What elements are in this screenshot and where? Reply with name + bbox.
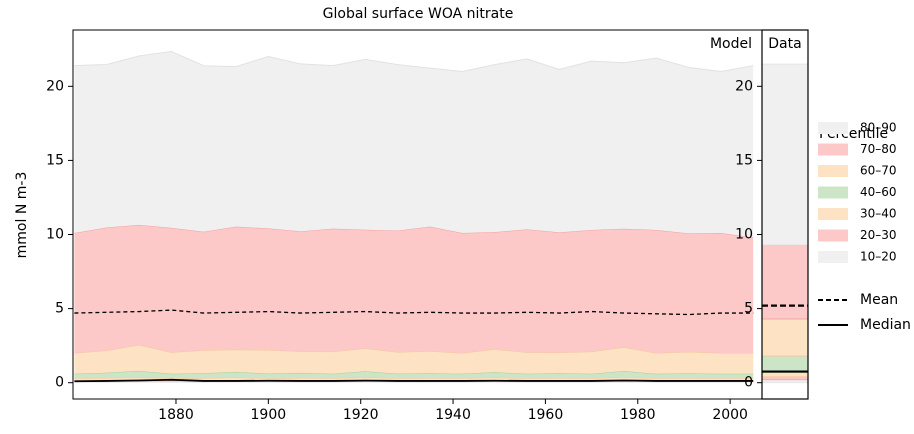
y-tick-label: 20 bbox=[46, 78, 64, 94]
y-tick-label: 5 bbox=[744, 301, 753, 317]
y-tick-label: 5 bbox=[55, 301, 64, 317]
legend-label: 10–20 bbox=[860, 250, 897, 264]
y-tick-label: 20 bbox=[735, 78, 753, 94]
data-band bbox=[762, 372, 808, 376]
y-axis-label: mmol N m-3 bbox=[14, 172, 30, 259]
legend-label: 70–80 bbox=[860, 142, 897, 156]
legend-label: 20–30 bbox=[860, 228, 897, 242]
x-tick-label: 1940 bbox=[435, 407, 471, 423]
y-tick-label: 10 bbox=[46, 227, 64, 243]
data-band bbox=[762, 356, 808, 372]
data-band bbox=[762, 245, 808, 319]
legend-swatch bbox=[818, 144, 848, 156]
x-tick-label: 1920 bbox=[343, 407, 379, 423]
x-tick-label: 1880 bbox=[158, 407, 194, 423]
data-band bbox=[762, 64, 808, 245]
y-tick-label: 0 bbox=[744, 375, 753, 391]
y-tick-label: 15 bbox=[735, 152, 753, 168]
legend-swatch bbox=[818, 251, 848, 263]
x-tick-label: 1980 bbox=[620, 407, 656, 423]
panel-label: Data bbox=[768, 36, 801, 52]
legend-swatch bbox=[818, 187, 848, 199]
legend-swatch bbox=[818, 122, 848, 134]
legend-swatch bbox=[818, 208, 848, 220]
legend-swatch bbox=[818, 230, 848, 242]
legend-swatch bbox=[818, 165, 848, 177]
legend-label: 30–40 bbox=[860, 207, 897, 221]
band-area bbox=[74, 225, 753, 353]
x-tick-label: 1900 bbox=[251, 407, 287, 423]
legend-label: 60–70 bbox=[860, 164, 897, 178]
data-band bbox=[762, 319, 808, 356]
x-tick-label: 1960 bbox=[528, 407, 564, 423]
data-band bbox=[762, 380, 808, 383]
chart-title: Global surface WOA nitrate bbox=[323, 6, 514, 22]
panel-label: Model bbox=[710, 36, 752, 52]
y-tick-label: 15 bbox=[46, 152, 64, 168]
y-tick-label: 0 bbox=[55, 375, 64, 391]
data-band bbox=[762, 377, 808, 380]
x-tick-label: 2000 bbox=[712, 407, 748, 423]
legend-label: 40–60 bbox=[860, 185, 897, 199]
band-area bbox=[74, 51, 753, 237]
legend-label: Median bbox=[860, 317, 911, 333]
legend-label: 80–90 bbox=[860, 121, 897, 135]
legend-label: Mean bbox=[860, 292, 898, 308]
y-tick-label: 10 bbox=[735, 227, 753, 243]
